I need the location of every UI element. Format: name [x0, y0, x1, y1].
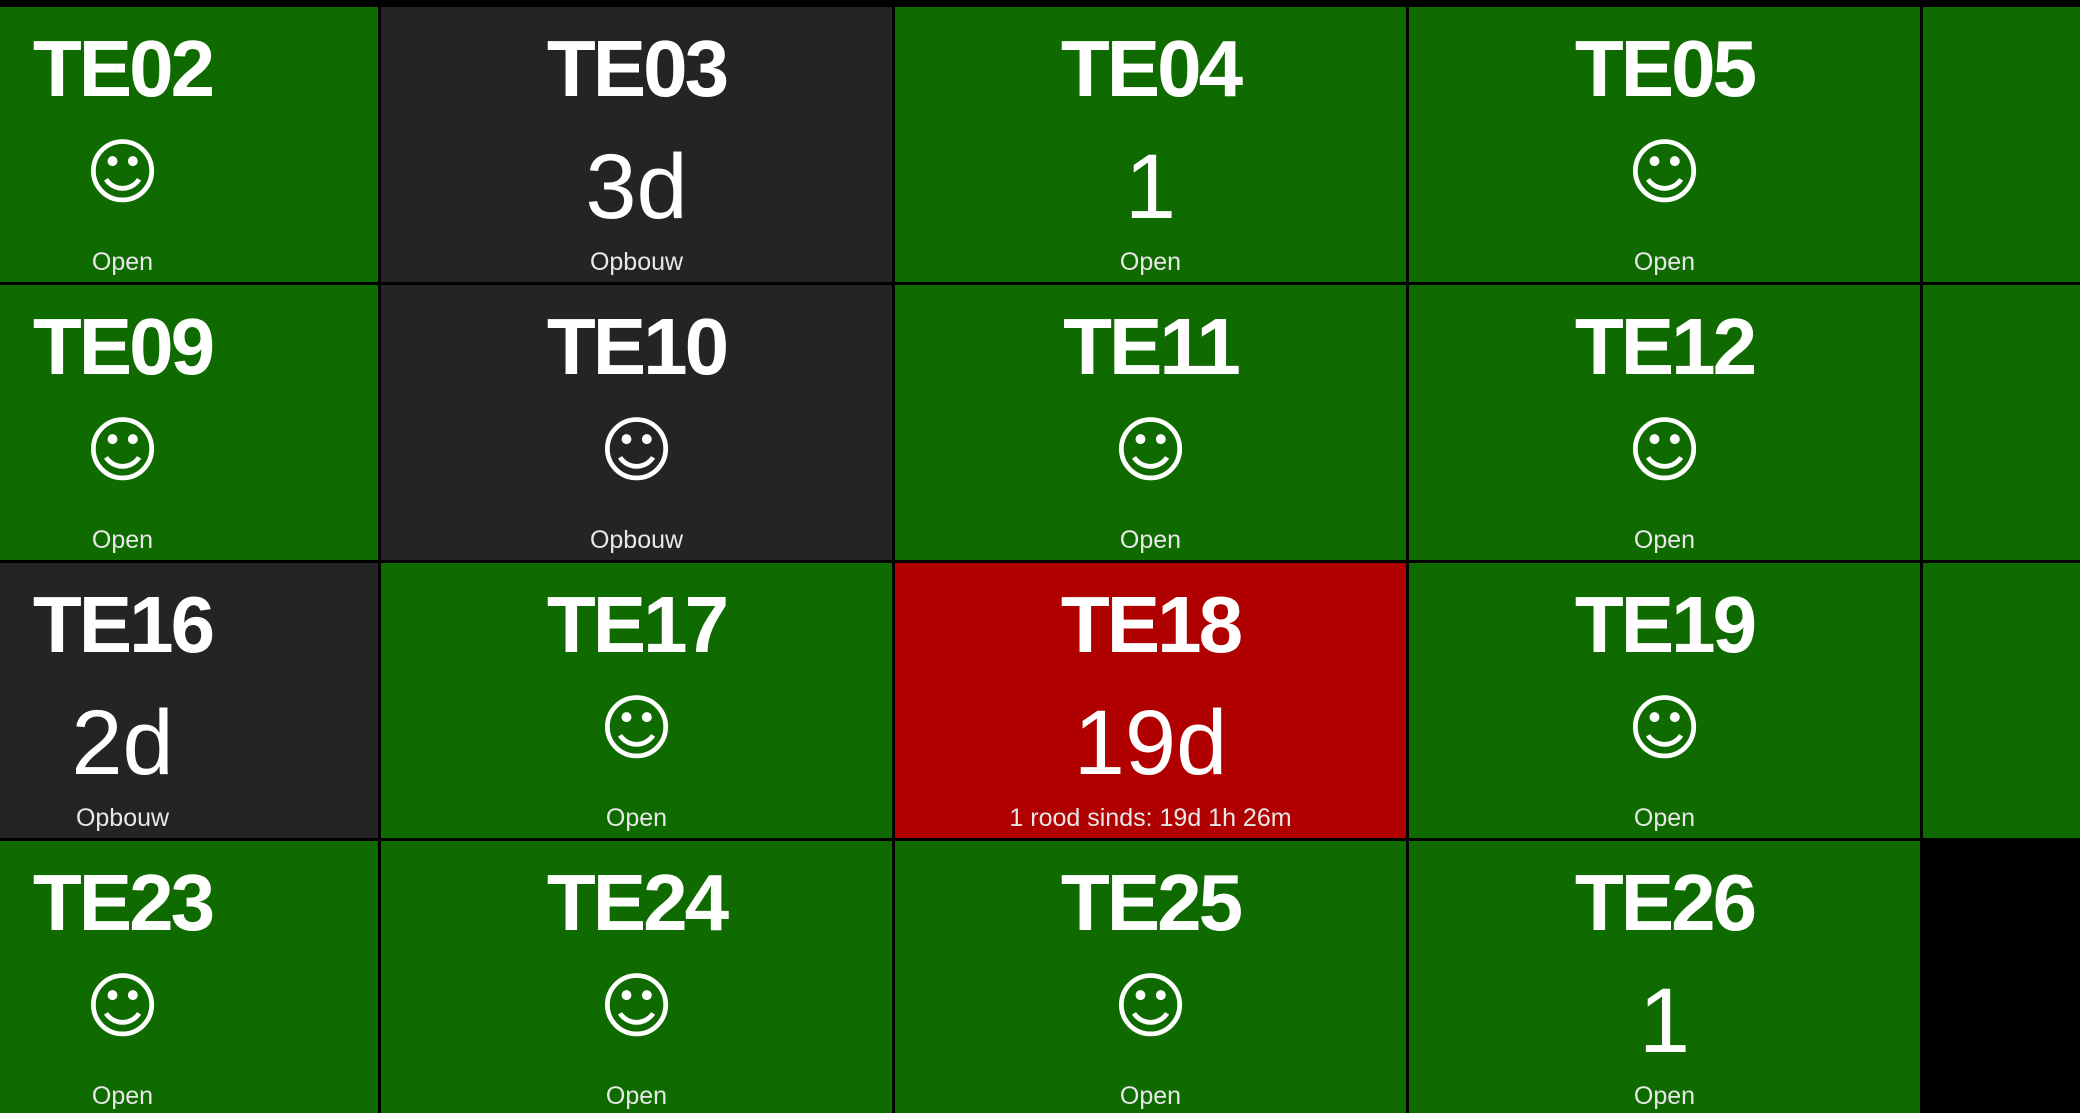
tile-status: Open [91, 1082, 154, 1110]
tile-name: TE03 [546, 24, 729, 113]
tile-value: ☺ [84, 964, 161, 1048]
tile-value: ☺ [1112, 408, 1189, 492]
tile-value: ☺ [1626, 408, 1703, 492]
tile[interactable]: TE04 1 Open [895, 7, 1406, 282]
tile-name: TE09 [32, 302, 215, 391]
tile-name: TE10 [546, 302, 729, 391]
tile-value: 19d [1073, 692, 1228, 794]
tile-value: ☺ [598, 686, 675, 770]
tile-value: 1 [1638, 970, 1691, 1072]
tile-status: Open [1633, 804, 1696, 832]
tile[interactable]: TE16 2d Opbouw [0, 563, 378, 838]
tile[interactable]: TE11 ☺ Open [895, 285, 1406, 560]
tile-name: TE11 [1063, 302, 1241, 391]
tile-name: TE26 [1574, 858, 1757, 947]
tile-status: Open [1119, 248, 1182, 276]
tile-value: ☺ [598, 408, 675, 492]
tile-name: TE23 [32, 858, 215, 947]
tile[interactable]: TE24 ☺ Open [381, 841, 892, 1113]
tile[interactable]: TE12 ☺ Open [1409, 285, 1920, 560]
tile-status: Open [605, 804, 668, 832]
tile-status: Opbouw [589, 526, 684, 554]
tile-status: Open [1633, 248, 1696, 276]
tile-status: 1 rood sinds: 19d 1h 26m [1009, 804, 1292, 832]
tile [1923, 285, 2080, 560]
tile-name: TE24 [546, 858, 729, 947]
tile[interactable]: TE02 ☺ Open [0, 7, 378, 282]
tile[interactable]: TE26 1 Open [1409, 841, 1920, 1113]
tile-value: ☺ [84, 408, 161, 492]
tile-value: 3d [585, 136, 688, 238]
tile [1923, 7, 2080, 282]
tile-status: Opbouw [75, 804, 170, 832]
tile-name: TE02 [32, 24, 215, 113]
tile [1923, 563, 2080, 838]
tile-name: TE18 [1060, 580, 1243, 669]
tile-value: ☺ [1626, 686, 1703, 770]
tile-name: TE16 [32, 580, 215, 669]
tile-status: Open [1633, 526, 1696, 554]
tile[interactable]: TE18 19d 1 rood sinds: 19d 1h 26m [895, 563, 1406, 838]
tile-value: 1 [1124, 136, 1177, 238]
tile[interactable]: TE05 ☺ Open [1409, 7, 1920, 282]
tile-status: Open [605, 1082, 668, 1110]
tile-value: ☺ [598, 964, 675, 1048]
tile-value: ☺ [1626, 130, 1703, 214]
tile-status: Open [1633, 1082, 1696, 1110]
tile[interactable]: TE03 3d Opbouw [381, 7, 892, 282]
tile-status: Open [91, 248, 154, 276]
tile-value: ☺ [1112, 964, 1189, 1048]
tile-name: TE12 [1574, 302, 1757, 391]
tile-name: TE19 [1574, 580, 1757, 669]
tile-name: TE04 [1060, 24, 1243, 113]
tile-status: Opbouw [589, 248, 684, 276]
tile[interactable]: TE17 ☺ Open [381, 563, 892, 838]
tile[interactable]: TE09 ☺ Open [0, 285, 378, 560]
tile-name: TE17 [546, 580, 729, 669]
tile-name: TE25 [1060, 858, 1243, 947]
tile-status: Open [1119, 526, 1182, 554]
tile[interactable]: TE25 ☺ Open [895, 841, 1406, 1113]
tile-status: Open [91, 526, 154, 554]
tile[interactable]: TE19 ☺ Open [1409, 563, 1920, 838]
tile[interactable]: TE23 ☺ Open [0, 841, 378, 1113]
tile-value: 2d [71, 692, 174, 794]
tile-value: ☺ [84, 130, 161, 214]
tile-status: Open [1119, 1082, 1182, 1110]
tile[interactable]: TE10 ☺ Opbouw [381, 285, 892, 560]
tile-name: TE05 [1574, 24, 1757, 113]
